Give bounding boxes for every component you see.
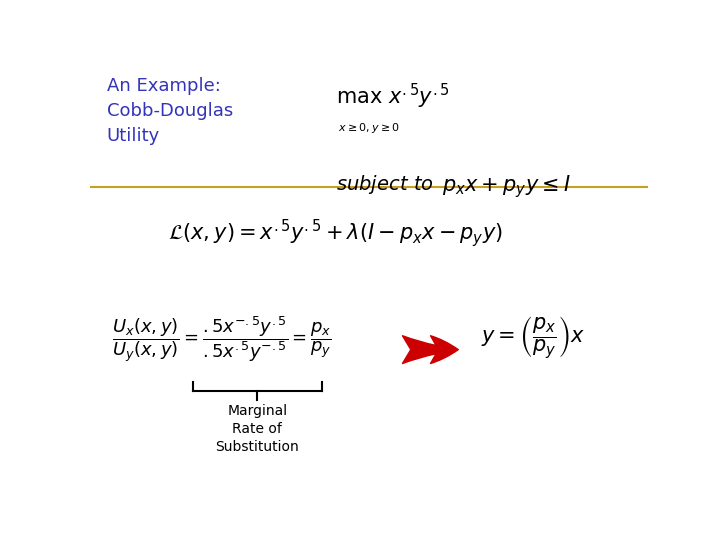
Text: $p_x x + p_y y \leq I$: $p_x x + p_y y \leq I$ [441,173,570,200]
Text: $y = \left(\dfrac{p_x}{p_y}\right)x$: $y = \left(\dfrac{p_x}{p_y}\right)x$ [481,314,585,361]
Text: $x{\geq}0, y{\geq}0$: $x{\geq}0, y{\geq}0$ [338,121,400,135]
Text: $\mathit{subject\ to}$: $\mathit{subject\ to}$ [336,173,433,196]
Text: $\mathrm{max}\ x^{.5}y^{.5}$: $\mathrm{max}\ x^{.5}y^{.5}$ [336,82,449,111]
Text: Marginal
Rate of
Substitution: Marginal Rate of Substitution [215,404,300,455]
Text: An Example:
Cobb-Douglas
Utility: An Example: Cobb-Douglas Utility [107,77,233,145]
Text: $\mathcal{L}(x,y) = x^{.5}y^{.5} + \lambda(I - p_x x - p_y y)$: $\mathcal{L}(x,y) = x^{.5}y^{.5} + \lamb… [168,217,503,248]
Text: $\dfrac{U_x(x,y)}{U_y(x,y)} = \dfrac{.5x^{-.5}y^{.5}}{.5x^{.5}y^{-.5}} = \dfrac{: $\dfrac{U_x(x,y)}{U_y(x,y)} = \dfrac{.5x… [112,314,332,364]
